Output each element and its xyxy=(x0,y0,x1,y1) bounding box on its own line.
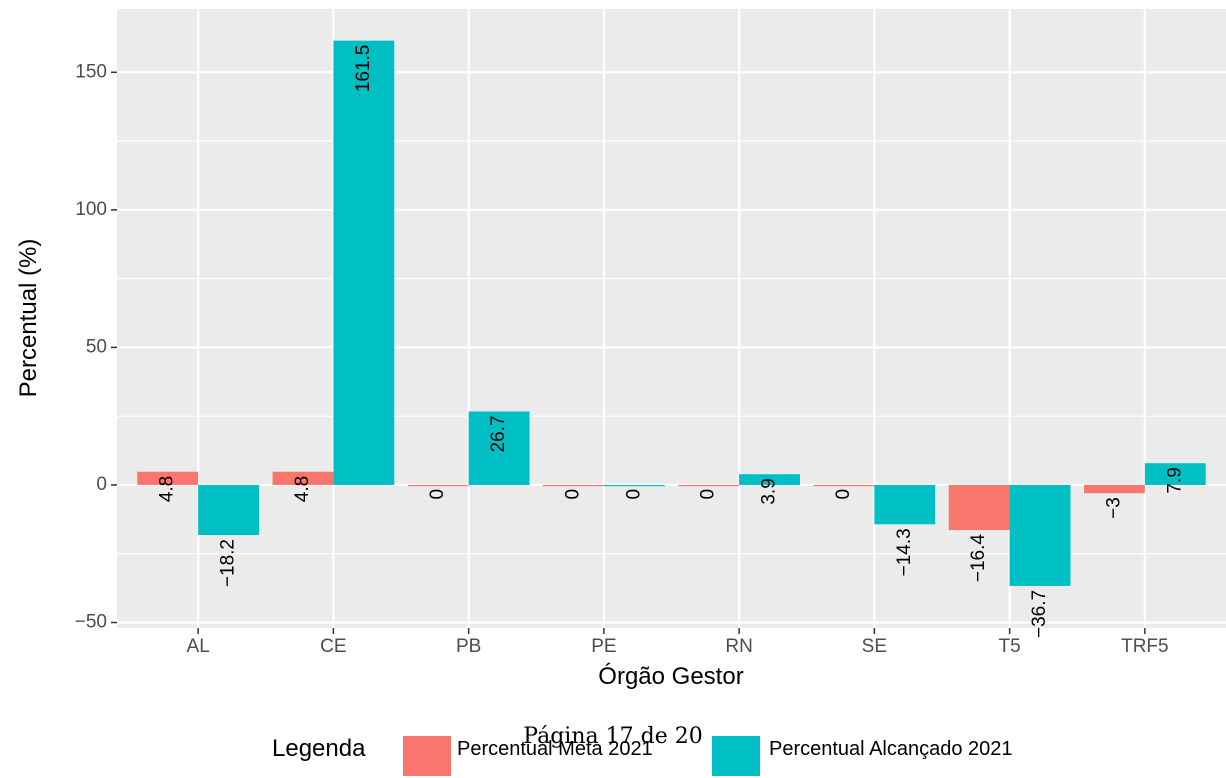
x-axis-title: Órgão Gestor xyxy=(598,663,743,690)
bar-label: 0 xyxy=(562,489,583,500)
bar-t5-series-0 xyxy=(948,484,1010,531)
bar-chart: 4.8 4.8 0 0 0 0 −16.4 −3 −18.2 161.5 26.7 0 3.9 −14.3… xyxy=(15,9,1226,690)
bar-label: −18.2 xyxy=(218,539,239,587)
bar-label: −36.7 xyxy=(1029,590,1050,638)
x-tick-label: AL xyxy=(187,636,210,657)
bar-pb-series-0 xyxy=(407,484,469,487)
bar-ce-series-0 xyxy=(272,471,334,485)
bar-rn-series-1 xyxy=(739,474,800,485)
legend: Legenda Percentual Meta 2021 Percentual … xyxy=(0,708,1226,776)
bar-label: 0 xyxy=(623,489,644,500)
bar-label: 26.7 xyxy=(488,415,509,452)
bar-se-series-1 xyxy=(874,484,936,525)
y-tick-label: 100 xyxy=(75,199,107,220)
bar-labels: 4.8 4.8 0 0 0 0 −16.4 −3 −18.2 161.5 26.7 0 3.9 −14.3… xyxy=(157,45,1186,638)
legend-title: Legenda xyxy=(272,735,366,762)
bar-pe-series-1 xyxy=(603,484,665,487)
bar-label: −3 xyxy=(1103,497,1124,519)
x-tick-label: T5 xyxy=(999,636,1021,657)
y-axis: −50 0 50 100 150 xyxy=(75,61,117,633)
x-tick-label: TRF5 xyxy=(1121,636,1169,657)
bar-label: 4.8 xyxy=(292,476,313,502)
x-tick-label: PE xyxy=(591,636,616,657)
bar-label: 7.9 xyxy=(1164,467,1185,493)
bar-label: −14.3 xyxy=(894,528,915,576)
y-tick-label: 0 xyxy=(96,474,107,495)
x-tick-label: RN xyxy=(725,636,752,657)
legend-label-meta: Percentual Meta 2021 xyxy=(457,738,653,760)
bar-al-series-0 xyxy=(137,471,199,485)
bar-rn-series-0 xyxy=(678,484,740,487)
bar-label: 0 xyxy=(698,489,719,500)
legend-key-meta xyxy=(403,736,451,776)
bar-trf5-series-1 xyxy=(1144,463,1206,485)
x-tick-label: CE xyxy=(320,636,346,657)
bar-al-series-1 xyxy=(198,484,260,536)
bar-trf5-series-0 xyxy=(1083,484,1145,494)
bar-label: 161.5 xyxy=(353,45,374,93)
bar-se-series-0 xyxy=(813,484,875,487)
y-tick-label: −50 xyxy=(75,612,107,633)
y-tick-label: 50 xyxy=(86,336,107,357)
legend-key-alcancado xyxy=(712,736,760,776)
y-axis-title: Percentual (%) xyxy=(15,239,42,398)
bar-pb-series-1 xyxy=(468,411,530,485)
bar-pe-series-0 xyxy=(543,484,604,487)
bar-label: 3.9 xyxy=(759,478,780,504)
legend-label-alcancado: Percentual Alcançado 2021 xyxy=(769,738,1013,760)
y-tick-label: 150 xyxy=(75,61,107,82)
bar-ce-series-1 xyxy=(333,40,395,485)
page-number: Página 17 de 20 xyxy=(523,724,703,749)
x-tick-label: SE xyxy=(862,636,887,657)
bar-t5-series-1 xyxy=(1009,484,1071,586)
bar-label: 4.8 xyxy=(157,476,178,502)
bar-label: −16.4 xyxy=(968,534,989,583)
bar-label: 0 xyxy=(833,489,854,500)
x-tick-label: PB xyxy=(456,636,481,657)
bar-label: 0 xyxy=(427,489,448,500)
bars xyxy=(137,40,1206,586)
x-axis: AL CE PB PE RN SE T5 TRF5 xyxy=(187,628,1169,657)
